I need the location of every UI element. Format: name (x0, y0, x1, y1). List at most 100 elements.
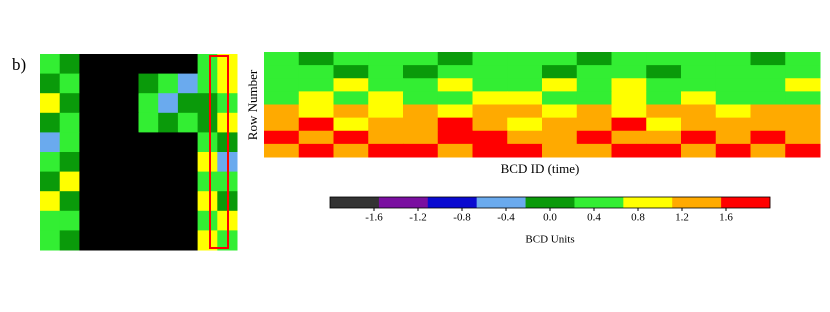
heatmap-cell (611, 104, 647, 119)
heatmap-cell (576, 104, 612, 119)
heatmap-cell (403, 52, 439, 66)
heatmap-cell (138, 73, 159, 94)
masked-cell (138, 230, 159, 251)
heatmap-cell (40, 73, 61, 94)
heatmap-cell (646, 143, 682, 158)
masked-cell (138, 191, 159, 212)
heatmap-cell (437, 65, 473, 79)
colorbar-label: BCD Units (525, 234, 574, 246)
heatmap-cell (333, 78, 369, 92)
heatmap-cell (646, 52, 682, 66)
heatmap-cell (333, 104, 369, 119)
colorbar-swatch (525, 197, 575, 208)
heatmap-cell (611, 143, 647, 158)
heatmap-cell (40, 152, 61, 173)
heatmap-cell (40, 54, 61, 75)
heatmap-cell (403, 104, 439, 119)
heatmap-cell (59, 112, 80, 133)
heatmap-cell (333, 130, 369, 145)
masked-cell (99, 93, 120, 114)
colorbar-tick-label: 0.4 (587, 212, 601, 224)
masked-cell (79, 54, 100, 75)
masked-cell (99, 171, 120, 192)
masked-cell (138, 54, 159, 75)
masked-cell (158, 54, 179, 75)
heatmap-cell (40, 132, 61, 153)
heatmap-cell (403, 117, 439, 132)
heatmap-cell (715, 91, 751, 105)
heatmap-cell (264, 52, 300, 66)
heatmap-cell (681, 65, 717, 79)
heatmap-cell (40, 112, 61, 133)
heatmap-cell (785, 65, 821, 79)
heatmap-cell (40, 191, 61, 212)
heatmap-cell (750, 65, 786, 79)
colorbar-tick-label: -1.6 (365, 212, 383, 224)
heatmap-cell (298, 143, 334, 158)
heatmap-cell (715, 78, 751, 92)
heatmap-cell (542, 65, 578, 79)
colorbar-tick-label: -0.8 (453, 212, 471, 224)
heatmaps (40, 52, 821, 251)
heatmap-cell (681, 143, 717, 158)
heatmap-cell (368, 117, 404, 132)
masked-cell (79, 152, 100, 173)
heatmap-cell (750, 143, 786, 158)
heatmap-cell (715, 117, 751, 132)
heatmap-cell (472, 52, 508, 66)
heatmap-cell (542, 91, 578, 105)
masked-cell (177, 210, 199, 231)
heatmap-cell (264, 130, 300, 145)
heatmap-cell (785, 91, 821, 105)
heatmap-cell (368, 104, 404, 119)
heatmap-cell (576, 91, 612, 105)
heatmap-cell (611, 78, 647, 92)
heatmap-cell (646, 117, 682, 132)
masked-cell (138, 171, 159, 192)
heatmap-cell (138, 112, 159, 133)
heatmap-cell (197, 132, 218, 153)
heatmap-cell (507, 78, 543, 92)
colorbar-swatch (427, 197, 477, 208)
heatmap-cell (59, 171, 80, 192)
heatmap-cell (750, 52, 786, 66)
heatmap-cell (611, 117, 647, 132)
heatmap-cell (785, 78, 821, 92)
masked-cell (118, 54, 139, 75)
heatmap-cell (368, 130, 404, 145)
heatmap-cell (715, 143, 751, 158)
heatmap-cell (681, 117, 717, 132)
heatmap-cell (333, 117, 369, 132)
colorbar-swatch (574, 197, 624, 208)
heatmap-cell (646, 91, 682, 105)
heatmap-cell (298, 130, 334, 145)
masked-cell (118, 93, 139, 114)
heatmap-cell (59, 230, 80, 251)
masked-cell (79, 230, 100, 251)
masked-cell (158, 171, 179, 192)
heatmap-cell (368, 78, 404, 92)
heatmap-cell (542, 143, 578, 158)
heatmap-cell (138, 93, 159, 114)
y-axis-label: Row Number (245, 69, 260, 140)
colorbar-tick-label: -0.4 (497, 212, 515, 224)
masked-cell (99, 152, 120, 173)
masked-cell (158, 230, 179, 251)
heatmap-cell (576, 52, 612, 66)
heatmap-cell (681, 52, 717, 66)
heatmap-cell (611, 65, 647, 79)
heatmap-cell (264, 143, 300, 158)
heatmap-cell (611, 130, 647, 145)
heatmap-cell (437, 130, 473, 145)
heatmap-cell (611, 91, 647, 105)
heatmap-cell (197, 54, 218, 75)
heatmap-cell (681, 78, 717, 92)
heatmap-cell (368, 65, 404, 79)
masked-cell (118, 112, 139, 133)
heatmap-cell (264, 104, 300, 119)
masked-cell (99, 230, 120, 251)
heatmap-cell (403, 91, 439, 105)
masked-cell (158, 152, 179, 173)
heatmap-cell (333, 52, 369, 66)
